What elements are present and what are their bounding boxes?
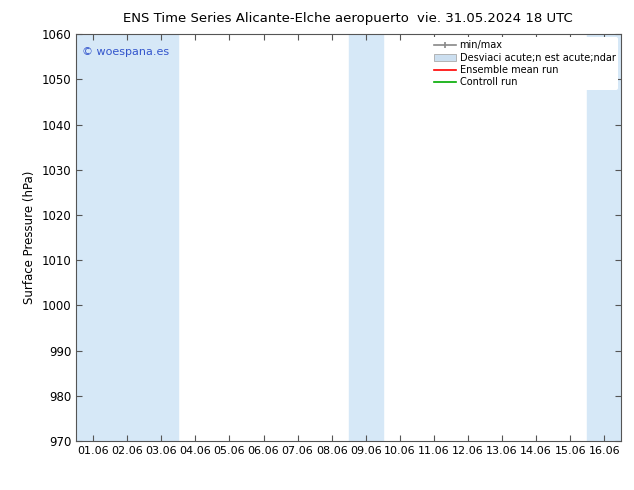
Y-axis label: Surface Pressure (hPa): Surface Pressure (hPa) [23,171,36,304]
Bar [349,34,383,441]
Text: vie. 31.05.2024 18 UTC: vie. 31.05.2024 18 UTC [417,12,573,25]
Text: ENS Time Series Alicante-Elche aeropuerto: ENS Time Series Alicante-Elche aeropuert… [124,12,409,25]
Legend: min/max, Desviaci acute;n est acute;ndar, Ensemble mean run, Controll run: min/max, Desviaci acute;n est acute;ndar… [431,37,618,90]
Text: © woespana.es: © woespana.es [82,47,169,56]
Bar [76,34,178,441]
Bar [587,34,621,441]
